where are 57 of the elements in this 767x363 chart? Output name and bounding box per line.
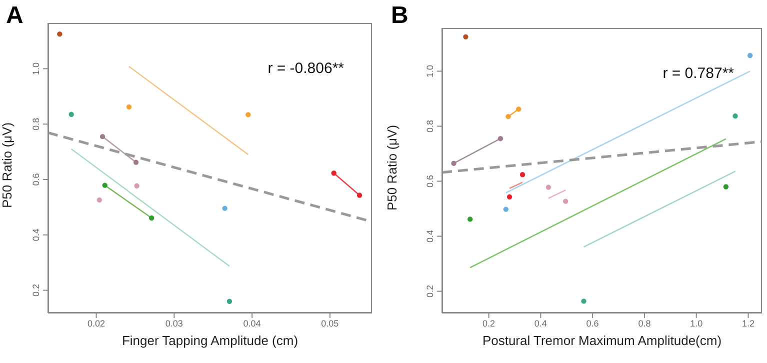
y-axis-title: P50 Ratio (μV) (384, 124, 400, 210)
point (148, 215, 154, 221)
point (331, 170, 336, 176)
point (222, 206, 228, 211)
point (133, 160, 139, 165)
point (134, 183, 140, 188)
point (246, 112, 251, 118)
point (226, 298, 232, 304)
point (100, 134, 106, 140)
y-tick-label: 0.8 (425, 120, 435, 132)
point (468, 216, 473, 222)
point (356, 192, 362, 198)
x-tick-label: 0.4 (534, 318, 547, 328)
point (732, 113, 738, 119)
y-tick-label: 1.0 (31, 62, 41, 75)
point (520, 172, 526, 178)
point (451, 160, 456, 166)
point (68, 112, 74, 118)
y-tick-label: 0.4 (31, 228, 41, 242)
annotation: r = 0.787** (662, 65, 734, 82)
x-tick-label: 0.05 (321, 318, 339, 328)
x-tick-label: 0.8 (638, 318, 651, 328)
x-axis-title: Postural Tremor Maximum Amplitude(cm) (482, 333, 722, 348)
x-tick-label: 0.04 (243, 318, 261, 328)
y-tick-label: 0.2 (425, 285, 435, 298)
x-axis-title: Finger Tapping Amplitude (cm) (122, 333, 298, 348)
point (506, 194, 512, 200)
x-tick-label: 1.2 (742, 318, 755, 328)
chart-title: A (6, 2, 24, 30)
point (516, 106, 522, 112)
point (463, 34, 468, 40)
point (102, 182, 108, 188)
x-tick-label: 0.2 (482, 318, 496, 328)
point (546, 184, 552, 190)
x-tick-label: 1.0 (690, 318, 703, 328)
point (581, 298, 586, 304)
y-tick-label: 0.2 (31, 284, 41, 297)
y-tick-label: 0.6 (31, 173, 41, 186)
chart-title: B (391, 2, 408, 30)
point (562, 198, 568, 204)
point (503, 206, 509, 212)
y-tick-label: 0.6 (425, 174, 435, 188)
point (57, 31, 62, 37)
point (723, 184, 729, 190)
y-tick-label: 0.4 (425, 230, 435, 243)
y-axis-title: P50 Ratio (μV) (0, 122, 15, 208)
point (506, 114, 511, 120)
x-tick-label: 0.02 (88, 318, 106, 328)
point (96, 197, 102, 203)
annotation: r = -0.806** (268, 60, 344, 77)
point (747, 52, 753, 58)
point (126, 104, 132, 110)
x-tick-label: 0.03 (165, 318, 183, 328)
point (498, 136, 504, 142)
x-tick-label: 0.6 (586, 318, 599, 328)
y-tick-label: 1.0 (425, 64, 435, 78)
y-tick-label: 0.8 (31, 118, 41, 130)
